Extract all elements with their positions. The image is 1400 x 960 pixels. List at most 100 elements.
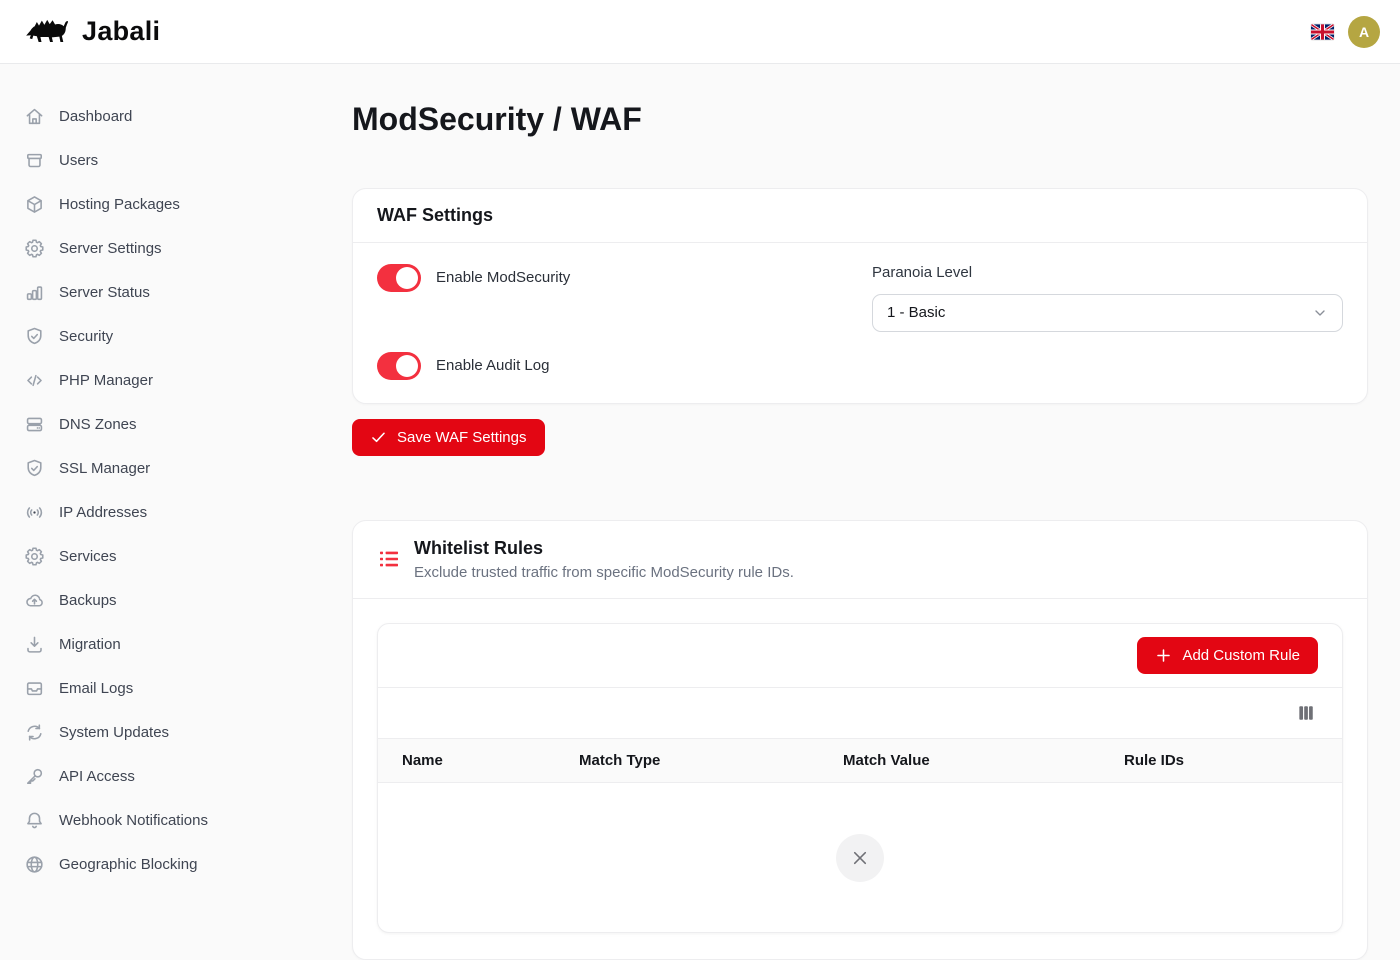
whitelist-rules-heading: Whitelist Rules Exclude trusted traffic … — [414, 538, 794, 581]
paranoia-level-value: 1 - Basic — [887, 304, 946, 322]
sidebar-item-services[interactable]: Services — [0, 534, 352, 578]
page-title: ModSecurity / WAF — [352, 101, 642, 137]
paranoia-level-select[interactable]: 1 - Basic — [872, 293, 1343, 332]
sidebar-item-label: Users — [59, 151, 99, 169]
signal-icon — [26, 506, 43, 518]
whitelist-rules-title: Whitelist Rules — [414, 537, 544, 558]
user-avatar[interactable]: A — [1348, 15, 1380, 48]
toggle-knob — [396, 354, 418, 377]
archive-icon — [26, 153, 43, 167]
globe-icon — [26, 855, 43, 873]
bar-chart-icon — [26, 285, 43, 300]
sidebar-item-label: PHP Manager — [59, 371, 153, 389]
column-header-match-type: Match Type — [579, 751, 661, 769]
sidebar-item-php-manager[interactable]: PHP Manager — [0, 358, 352, 402]
sidebar-item-server-status[interactable]: Server Status — [0, 270, 352, 314]
code-icon — [27, 374, 42, 386]
sidebar-item-webhook-notifications[interactable]: Webhook Notifications — [0, 798, 352, 842]
server-stack-icon — [26, 417, 43, 431]
header-actions: A — [1311, 15, 1380, 48]
brand-logo: Jabali — [24, 16, 160, 48]
sidebar-item-label: System Updates — [59, 723, 170, 741]
shield-check-icon — [27, 327, 42, 344]
toggle-label: Enable ModSecurity — [436, 269, 571, 287]
whitelist-rules-card: Whitelist Rules Exclude trusted traffic … — [352, 519, 1368, 960]
plus-icon — [1157, 649, 1171, 662]
sidebar-item-dashboard[interactable]: Dashboard — [0, 94, 352, 138]
paranoia-level-label: Paranoia Level — [872, 263, 973, 281]
list-icon — [380, 551, 398, 567]
sidebar-item-ssl-manager[interactable]: SSL Manager — [0, 446, 352, 490]
waf-settings-card-title: WAF Settings — [353, 189, 1367, 243]
sidebar-item-label: Migration — [59, 635, 121, 653]
waf-settings-body: Enable ModSecurity Enable Audit Log Para… — [353, 243, 1367, 403]
shield-check-icon — [27, 459, 42, 476]
sidebar-item-label: IP Addresses — [59, 503, 148, 521]
waf-toggles: Enable ModSecurity Enable Audit Log — [377, 263, 848, 380]
rules-table-options-bar — [378, 688, 1342, 739]
rules-toolbar: Add Custom Rule — [378, 624, 1342, 688]
sidebar-item-security[interactable]: Security — [0, 314, 352, 358]
rules-table-body — [378, 783, 1342, 932]
sidebar-item-geographic-blocking[interactable]: Geographic Blocking — [0, 842, 352, 886]
sidebar-item-label: SSL Manager — [59, 459, 151, 477]
package-icon — [27, 195, 42, 213]
save-waf-settings-button[interactable]: Save WAF Settings — [352, 418, 545, 456]
sidebar-item-hosting-packages[interactable]: Hosting Packages — [0, 182, 352, 226]
empty-state-close-button[interactable] — [836, 833, 884, 882]
rules-table-card: Add Custom Rule Name — [377, 622, 1343, 933]
sidebar-item-label: DNS Zones — [59, 415, 137, 433]
enable-audit-log-toggle[interactable] — [377, 351, 421, 380]
cloud-upload-icon — [26, 593, 43, 607]
whitelist-rules-subtitle: Exclude trusted traffic from specific Mo… — [414, 563, 794, 581]
sidebar-item-migration[interactable]: Migration — [0, 622, 352, 666]
home-icon — [26, 108, 43, 124]
waf-settings-card: WAF Settings Enable ModSecurity Enable A… — [352, 187, 1368, 404]
sidebar-item-label: Services — [59, 547, 117, 565]
app-header: Jabali A — [0, 0, 1400, 64]
sidebar-item-email-logs[interactable]: Email Logs — [0, 666, 352, 710]
paranoia-field: Paranoia Level 1 - Basic — [872, 264, 1343, 380]
close-icon — [853, 851, 867, 864]
main-content: ModSecurity / WAF WAF Settings Enable Mo… — [352, 64, 1400, 960]
toggle-row-enable-modsecurity: Enable ModSecurity — [377, 263, 848, 292]
sidebar-item-label: Geographic Blocking — [59, 855, 198, 873]
sidebar-item-ip-addresses[interactable]: IP Addresses — [0, 490, 352, 534]
sidebar-item-label: Server Status — [59, 283, 150, 301]
column-header-rule-ids: Rule IDs — [1124, 751, 1185, 769]
sidebar-item-server-settings[interactable]: Server Settings — [0, 226, 352, 270]
sidebar: Dashboard Users Hosting Packages Server … — [0, 64, 352, 900]
bell-icon — [27, 812, 42, 828]
columns-icon — [1299, 706, 1313, 720]
language-flag-icon[interactable] — [1311, 23, 1334, 40]
sidebar-item-api-access[interactable]: API Access — [0, 754, 352, 798]
toggle-row-enable-audit-log: Enable Audit Log — [377, 351, 848, 380]
add-custom-rule-button[interactable]: Add Custom Rule — [1137, 636, 1318, 674]
sidebar-item-system-updates[interactable]: System Updates — [0, 710, 352, 754]
key-icon — [26, 768, 43, 784]
sidebar-item-users[interactable]: Users — [0, 138, 352, 182]
sidebar-item-label: API Access — [59, 767, 135, 785]
sidebar-item-label: Dashboard — [59, 107, 133, 125]
inbox-icon — [26, 681, 43, 695]
chevron-down-icon — [1315, 310, 1325, 316]
refresh-icon — [27, 723, 42, 741]
column-visibility-button[interactable] — [1297, 704, 1315, 722]
toggle-label: Enable Audit Log — [436, 357, 550, 375]
sidebar-item-dns-zones[interactable]: DNS Zones — [0, 402, 352, 446]
sidebar-item-backups[interactable]: Backups — [0, 578, 352, 622]
whitelist-rules-body: Add Custom Rule Name — [353, 599, 1367, 957]
sidebar-item-label: Backups — [59, 591, 117, 609]
column-header-name: Name — [402, 751, 443, 769]
whitelist-rules-header: Whitelist Rules Exclude trusted traffic … — [353, 521, 1367, 599]
save-waf-settings-label: Save WAF Settings — [397, 428, 527, 446]
download-icon — [27, 636, 42, 653]
sidebar-item-label: Security — [59, 327, 114, 345]
enable-modsecurity-toggle[interactable] — [377, 263, 421, 292]
gear-icon — [25, 238, 44, 258]
boar-logo-icon — [26, 19, 68, 42]
brand-name: Jabali — [82, 16, 161, 46]
rules-table-header: Name Match Type Match Value Rule IDs — [378, 738, 1342, 783]
toggle-knob — [396, 266, 418, 289]
sidebar-item-label: Hosting Packages — [59, 195, 180, 213]
